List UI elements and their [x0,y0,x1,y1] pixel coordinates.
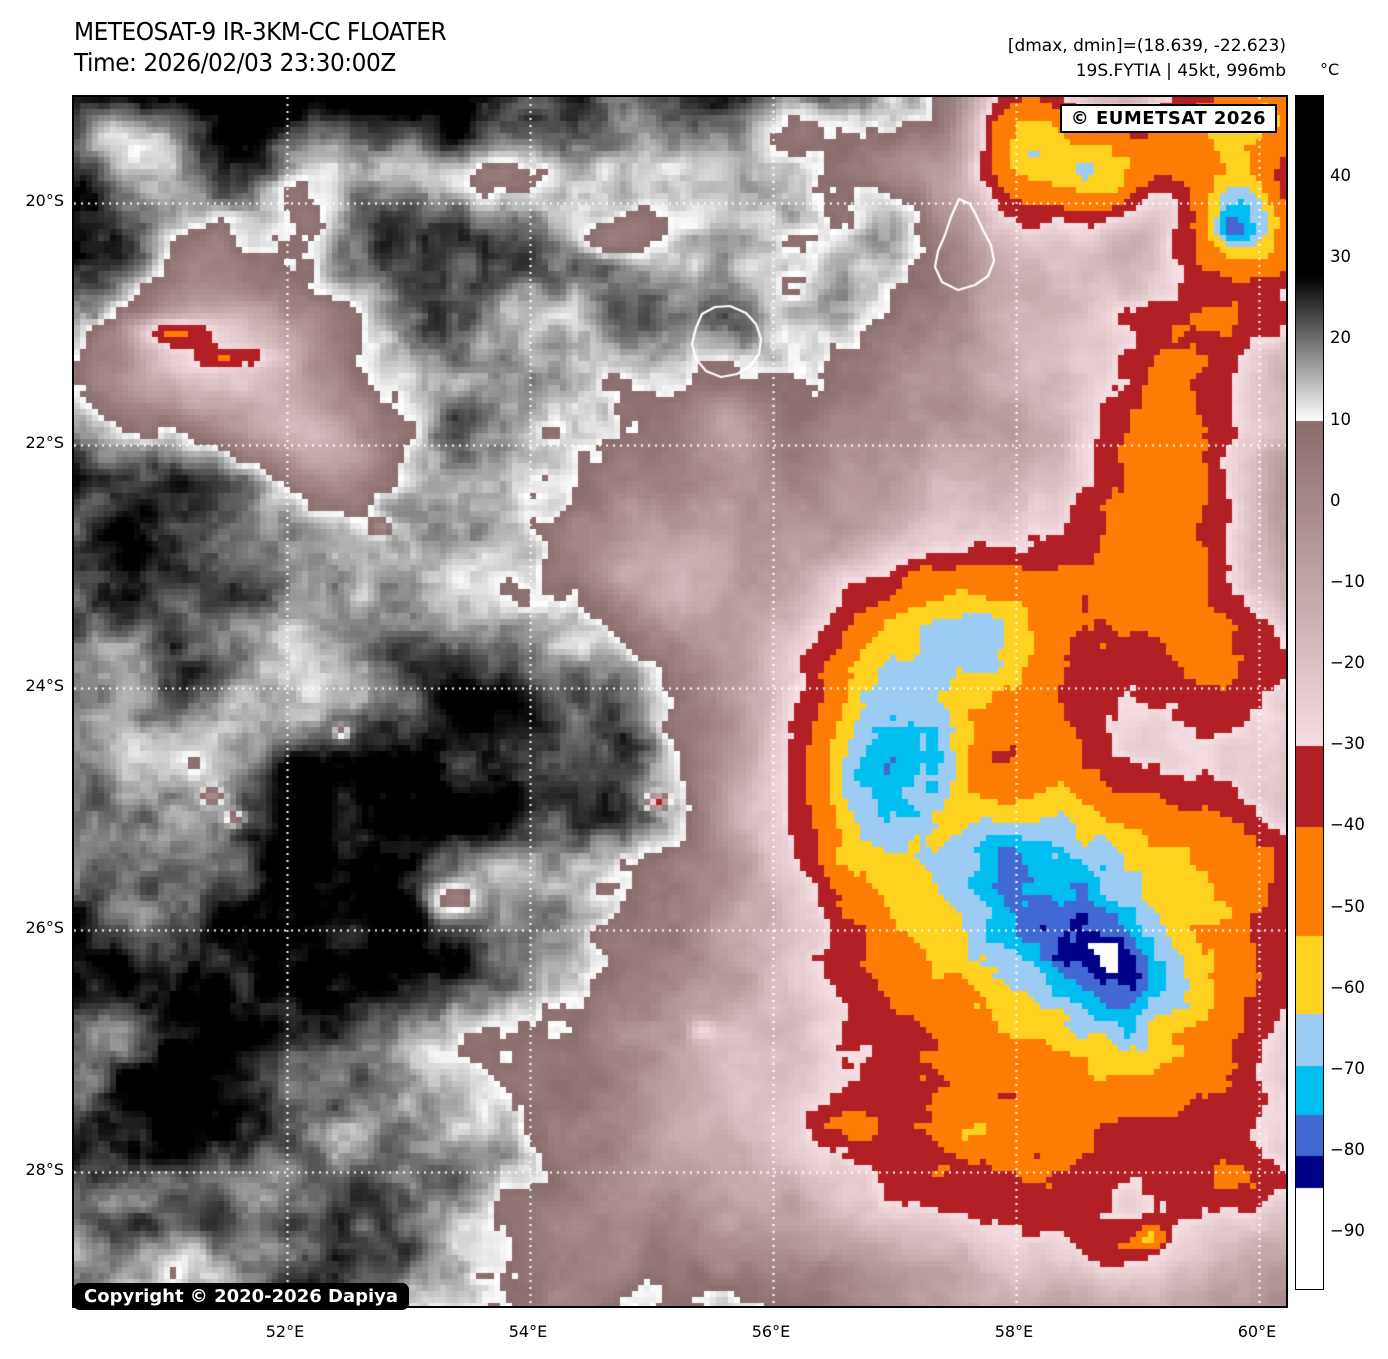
colorbar-tick-label: −30 [1330,734,1365,754]
colorbar-tick-label: −20 [1330,653,1365,673]
timestamp: Time: 2026/02/03 23:30:00Z [74,48,396,77]
colorbar-tick-label: −50 [1330,896,1365,916]
lat-label: 26°S [25,918,64,937]
colorbar-tick-label: −70 [1330,1058,1365,1078]
lat-label: 22°S [25,432,64,452]
product-title: METEOSAT-9 IR-3KM-CC FLOATER [74,17,447,46]
colorbar-tick-label: 20 [1330,328,1351,348]
map-panel: © EUMETSAT 2026 Copyright © 2020-2026 Da… [72,95,1288,1310]
colorbar-tick-label: −10 [1330,571,1365,591]
colorbar-tick-label: −90 [1330,1221,1365,1241]
storm-id-intensity: 19S.FYTIA | 45kt, 996mb [1075,61,1286,81]
colorbar-tick-labels: 40 30 20 10 0 −10 −20 −30 −40 −50 −60 −70 −80 −90 [1330,95,1386,1288]
provider-badge: © EUMETSAT 2026 [1059,104,1277,133]
colorbar-tick-label: 10 [1330,409,1351,429]
copyright-badge: Copyright © 2020-2026 Dapiya [73,1283,410,1310]
lat-label: 20°S [25,191,64,211]
colorbar-tick-label: 30 [1330,247,1351,267]
colorbar-canvas [1296,96,1323,1289]
colorbar-tick-label: 40 [1330,166,1351,186]
lon-label: 56°E [751,1322,791,1341]
lon-label: 60°E [1237,1322,1277,1341]
lon-label: 54°E [508,1322,548,1341]
colorbar-tick-label: 0 [1330,490,1341,510]
colorbar [1295,95,1324,1290]
lon-label: 58°E [994,1322,1034,1341]
lat-label: 24°S [25,675,64,695]
info-block: [dmax, dmin]=(18.639, -22.623) 19S.FYTIA… [1008,34,1286,84]
lat-label: 28°S [25,1160,64,1180]
colorbar-tick-label: −80 [1330,1140,1365,1160]
colorbar-unit-label: °C [1320,60,1340,79]
dmax-dmin-readout: [dmax, dmin]=(18.639, -22.623) [1007,36,1286,56]
lon-label: 52°E [265,1322,305,1341]
colorbar-tick-label: −60 [1330,977,1365,997]
satellite-imagery-canvas [74,97,1286,1306]
colorbar-tick-label: −40 [1330,815,1365,835]
title-block: METEOSAT-9 IR-3KM-CC FLOATER Time: 2026/… [74,16,447,78]
